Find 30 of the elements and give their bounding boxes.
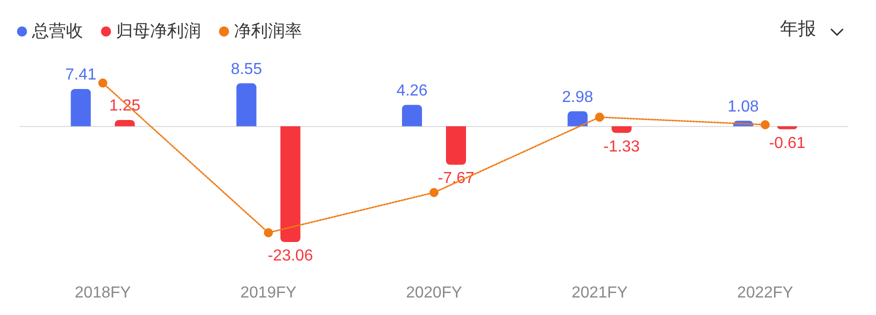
point (595, 112, 604, 122)
data-label: 4.26 (396, 82, 428, 100)
legend-label: 总营收 (31, 22, 83, 42)
bar (236, 83, 256, 126)
data-label: 8.55 (230, 60, 262, 78)
x-tick-label: 2020FY (406, 284, 462, 302)
bar (70, 89, 91, 126)
x-tick-label: 2021FY (572, 284, 628, 302)
data-label: 2.98 (562, 88, 594, 106)
bar (568, 111, 588, 126)
data-label: 1.08 (728, 98, 759, 116)
point (760, 120, 770, 130)
point (264, 228, 273, 238)
data-label: 7.41 (65, 66, 96, 84)
bar (612, 126, 632, 133)
bar (280, 126, 300, 242)
point (98, 78, 108, 88)
x-tick-label: 2022FY (737, 284, 794, 302)
text: 年报 (780, 18, 816, 40)
x-tick-label: 2019FY (240, 284, 297, 302)
legend-label: 归母净利润 (116, 22, 201, 42)
bar (446, 126, 466, 165)
data-label: -1.33 (603, 138, 640, 156)
x-tick-label: 2018FY (74, 284, 132, 302)
point (430, 188, 438, 198)
bar (402, 104, 422, 126)
data-label: -23.06 (268, 248, 314, 265)
legend-label: 净利润率 (234, 22, 302, 42)
data-label: -0.61 (768, 134, 806, 152)
bar (114, 120, 135, 126)
